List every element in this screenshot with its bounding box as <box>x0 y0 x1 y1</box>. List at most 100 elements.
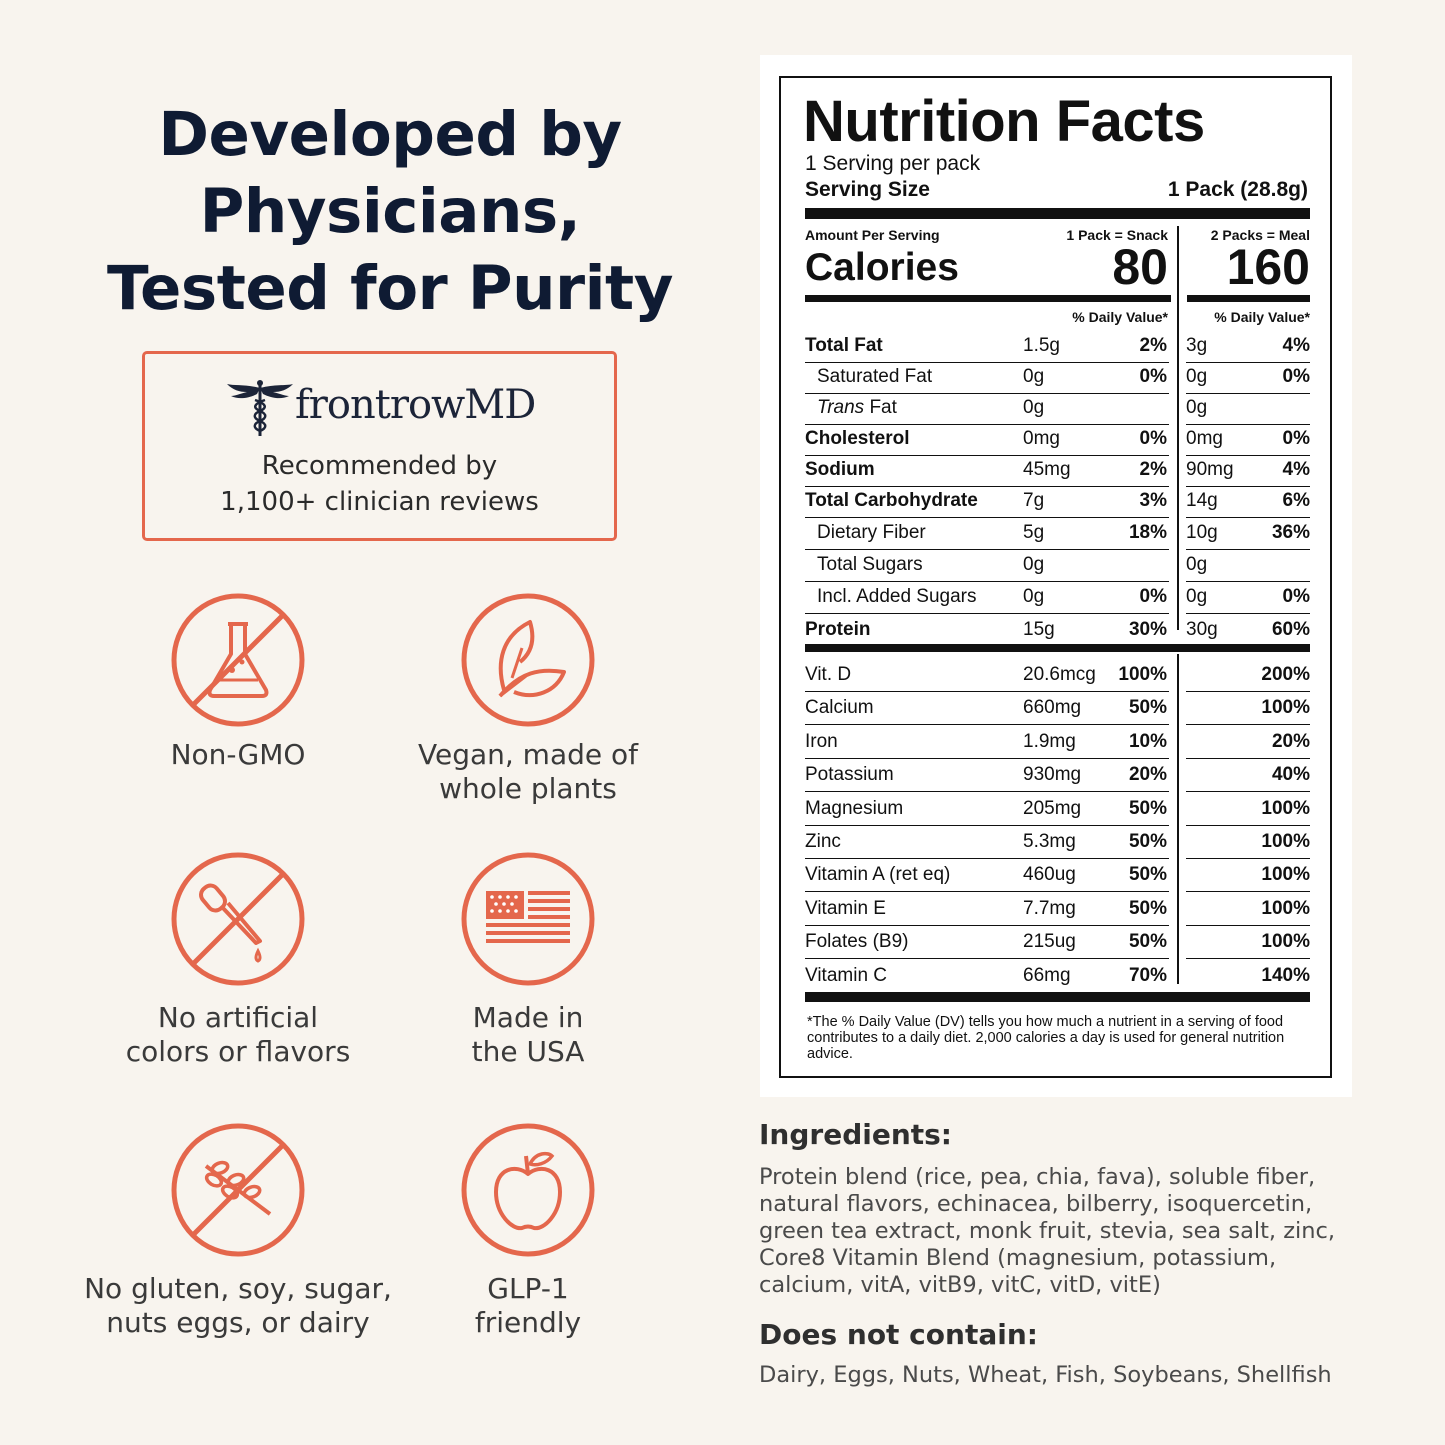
ingredients-text: Protein blend (rice, pea, chia, fava), s… <box>759 1164 1359 1299</box>
amount-snack: 15g <box>1023 619 1055 640</box>
amount-snack: 5g <box>1023 522 1045 543</box>
vitamin-row: Calcium 660mg 50% 100% <box>805 693 1310 726</box>
column-divider <box>1177 654 1179 984</box>
nutrient-name: Total Fat <box>805 335 883 356</box>
amount-snack: 0g <box>1023 397 1045 418</box>
dv-snack: 70% <box>1128 964 1167 986</box>
vitamin-row: Magnesium 205mg 50% 100% <box>805 794 1310 826</box>
recommendation-text: Recommended by 1,100+ clinician reviews <box>145 448 614 520</box>
amount-snack: 0g <box>1023 366 1045 387</box>
caduceus-icon <box>227 380 293 436</box>
ingredients-line: green tea extract, monk fruit, stevia, s… <box>759 1218 1336 1244</box>
dv-snack: 50% <box>1128 931 1167 953</box>
row-divider <box>1186 724 1310 726</box>
dv-snack: 50% <box>1128 864 1167 886</box>
calories-divider <box>805 295 1171 302</box>
frontrowmd-badge: frontrowMD Recommended by 1,100+ clinici… <box>142 351 617 541</box>
dv-snack: 18% <box>1128 522 1167 543</box>
row-divider <box>1186 581 1310 582</box>
leaf-icon <box>461 593 595 727</box>
vitamin-name: Magnesium <box>805 797 904 819</box>
amount-snack: 5.3mg <box>1023 831 1076 852</box>
row-divider <box>805 891 1169 893</box>
amount-snack: 1.5g <box>1023 335 1060 356</box>
headline-line: Developed by <box>158 99 622 170</box>
nutrient-name: Total Carbohydrate <box>805 490 978 511</box>
no-wheat-icon <box>171 1123 305 1257</box>
nutrient-row: Cholesterol 0mg 0% 0mg 0% <box>805 424 1310 456</box>
dv-meal: 4% <box>1282 459 1310 480</box>
row-divider <box>1186 486 1310 487</box>
ingredients-line: natural flavors, echinacea, bilberry, is… <box>759 1191 1313 1217</box>
nutrient-name: Dietary Fiber <box>817 522 926 543</box>
nutrient-name: Trans Fat <box>817 397 897 418</box>
amount-snack: 0g <box>1023 554 1045 575</box>
calories-meal: 160 <box>1226 239 1310 295</box>
amount-meal: 0mg <box>1186 428 1223 449</box>
nutrition-title: Nutrition Facts <box>803 89 1205 154</box>
amount-snack: 205mg <box>1023 797 1082 819</box>
calories-label: Calories <box>805 246 959 289</box>
feature-label: Non-GMO <box>68 738 408 772</box>
vitamin-row: Vit. D 20.6mcg 100% 200% <box>805 660 1310 692</box>
nutrient-name: Total Sugars <box>817 554 923 575</box>
headline-line: Tested for Purity <box>107 253 673 324</box>
dv-snack: 30% <box>1128 619 1167 640</box>
nutrient-row: Protein 15g 30% 30g 60% <box>805 615 1310 647</box>
dv-meal: 100% <box>1261 931 1310 953</box>
dv-meal: 4% <box>1282 335 1310 356</box>
row-divider <box>805 613 1169 614</box>
nutrient-row: Dietary Fiber 5g 18% 10g 36% <box>805 518 1310 550</box>
dv-meal: 200% <box>1261 664 1310 685</box>
row-divider <box>805 691 1169 692</box>
amount-meal: 30g <box>1186 619 1218 640</box>
vitamin-name: Vitamin C <box>805 964 888 986</box>
feature-label: GLP-1 friendly <box>358 1272 698 1340</box>
recommendation-line: 1,100+ clinician reviews <box>220 487 539 517</box>
row-divider <box>805 581 1169 582</box>
nutrition-facts-label: Nutrition Facts 1 Serving per pack Servi… <box>779 76 1332 1078</box>
vitamin-row: Vitamin A (ret eq) 460ug 50% 100% <box>805 860 1310 893</box>
row-divider <box>1186 924 1310 926</box>
row-divider <box>1186 362 1310 363</box>
amount-meal: 0g <box>1186 554 1208 575</box>
serving-size-label: Serving Size <box>805 178 930 201</box>
feature-label-line: No artificial <box>157 1001 319 1034</box>
vitamin-name: Vitamin A (ret eq) <box>805 864 951 886</box>
dv-meal: 0% <box>1282 586 1310 607</box>
vitamin-name: Calcium <box>805 697 874 719</box>
row-divider <box>1186 549 1310 550</box>
feature-label: No artificial colors or flavors <box>68 1001 408 1069</box>
row-divider <box>805 724 1169 726</box>
row-divider <box>1186 824 1310 826</box>
dv-meal: 6% <box>1282 490 1310 511</box>
vitamin-row: Vitamin C 66mg 70% 140% <box>805 961 1310 993</box>
row-divider <box>1186 891 1310 893</box>
row-divider <box>805 486 1169 487</box>
row-divider <box>805 424 1169 425</box>
dv-meal: 0% <box>1282 366 1310 387</box>
row-divider <box>805 393 1169 394</box>
dv-header: % Daily Value* <box>1072 309 1168 325</box>
dv-meal: 100% <box>1261 697 1310 719</box>
nutrient-row: Incl. Added Sugars 0g 0% 0g 0% <box>805 582 1310 614</box>
ingredients-line: Core8 Vitamin Blend (magnesium, potassiu… <box>759 1245 1277 1271</box>
vitamin-name: Zinc <box>805 831 841 852</box>
usa-flag-icon <box>461 852 595 986</box>
nutrient-row: Total Sugars 0g 0g <box>805 550 1310 582</box>
dv-meal: 36% <box>1271 522 1310 543</box>
nutrient-row: Saturated Fat 0g 0% 0g 0% <box>805 362 1310 394</box>
dv-snack: 10% <box>1128 730 1167 752</box>
nutrient-name: Protein <box>805 619 871 640</box>
row-divider <box>805 757 1169 759</box>
calories-snack: 80 <box>1112 239 1168 295</box>
amount-snack: 7.7mg <box>1023 897 1076 919</box>
row-divider <box>1186 613 1310 614</box>
dv-snack: 3% <box>1139 490 1167 511</box>
dv-meal: 20% <box>1271 730 1310 752</box>
apple-icon <box>461 1123 595 1257</box>
row-divider <box>805 549 1169 550</box>
headline-line: Physicians, <box>199 176 581 247</box>
amount-meal: 0g <box>1186 366 1208 387</box>
row-divider <box>805 924 1169 926</box>
